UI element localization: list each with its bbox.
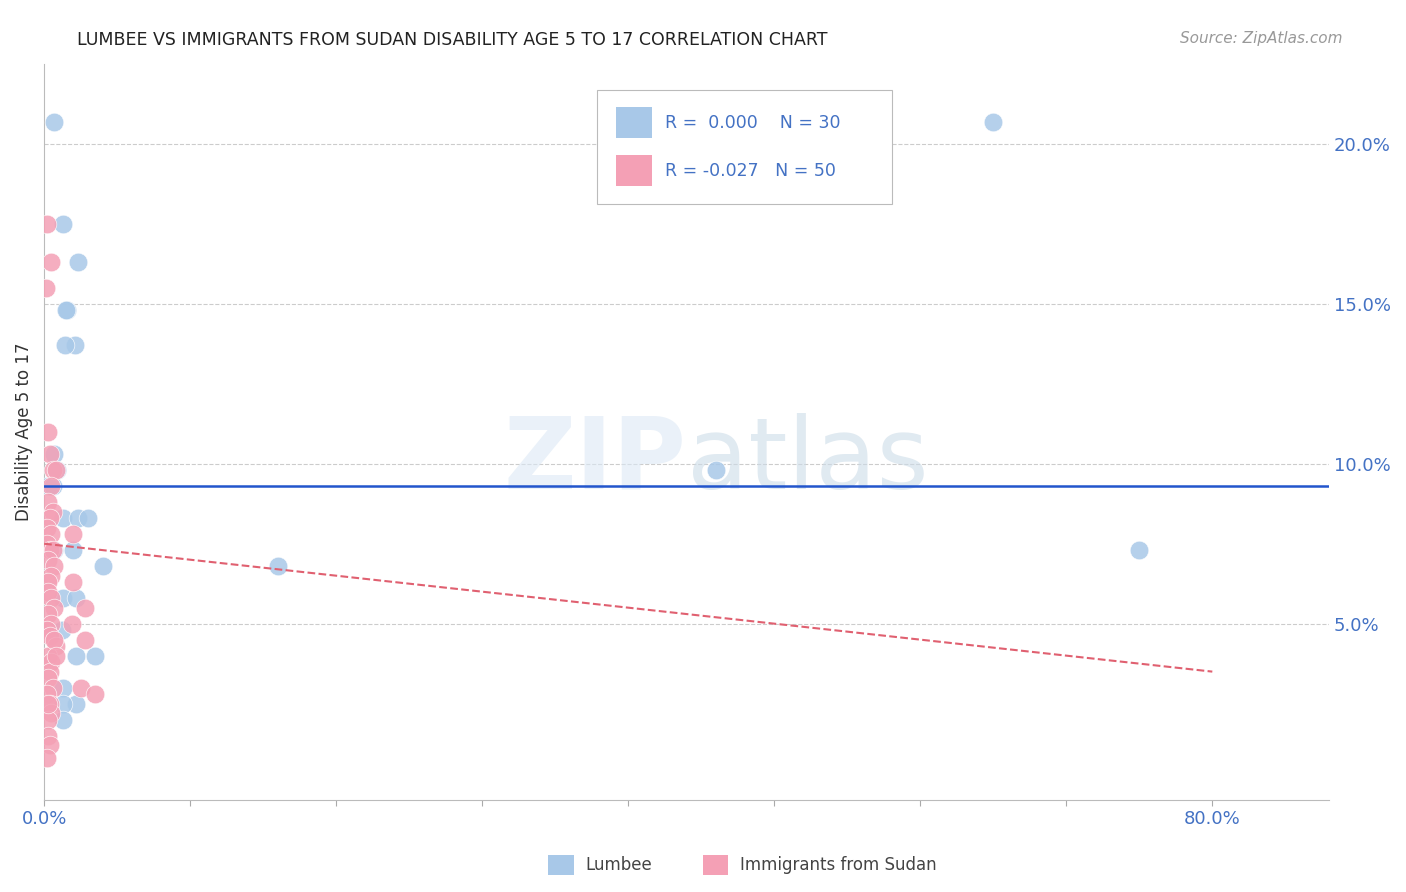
Point: [981, 114, 1004, 128]
Point: [65, 697, 87, 711]
Point: [37, 425, 59, 439]
Point: [46, 463, 69, 477]
Point: [37, 479, 59, 493]
Point: [37, 584, 59, 599]
Point: [37, 697, 59, 711]
Point: [44, 447, 66, 461]
Point: [37, 575, 59, 590]
Point: [41, 616, 63, 631]
Point: [62, 543, 84, 558]
Point: [52, 697, 75, 711]
Point: [66, 511, 89, 525]
Text: Immigrants from Sudan: Immigrants from Sudan: [740, 856, 936, 874]
Point: [84, 648, 107, 663]
Point: [37, 607, 59, 621]
Point: [37, 671, 59, 685]
Point: [84, 687, 107, 701]
Point: [35, 623, 58, 637]
Point: [73, 600, 96, 615]
Point: [56, 303, 79, 318]
Point: [44, 600, 66, 615]
Point: [91, 559, 114, 574]
Point: [704, 463, 727, 477]
Point: [44, 114, 66, 128]
Point: [39, 511, 62, 525]
FancyBboxPatch shape: [596, 90, 893, 203]
Point: [52, 217, 75, 231]
Point: [52, 681, 75, 695]
Point: [42, 463, 65, 477]
Point: [42, 479, 65, 493]
Point: [35, 521, 58, 535]
Point: [37, 729, 59, 743]
Point: [35, 687, 58, 701]
Point: [41, 255, 63, 269]
Point: [52, 511, 75, 525]
Point: [39, 665, 62, 679]
Point: [39, 738, 62, 752]
Point: [41, 568, 63, 582]
Point: [44, 632, 66, 647]
Text: LUMBEE VS IMMIGRANTS FROM SUDAN DISABILITY AGE 5 TO 17 CORRELATION CHART: LUMBEE VS IMMIGRANTS FROM SUDAN DISABILI…: [77, 31, 828, 49]
Bar: [616, 155, 652, 186]
Point: [65, 648, 87, 663]
Text: R = -0.027   N = 50: R = -0.027 N = 50: [665, 161, 835, 180]
Point: [37, 648, 59, 663]
Text: Source: ZipAtlas.com: Source: ZipAtlas.com: [1180, 31, 1343, 46]
Point: [35, 537, 58, 551]
Point: [39, 447, 62, 461]
Point: [45, 463, 67, 477]
Text: ZIP: ZIP: [503, 413, 686, 509]
Point: [37, 713, 59, 727]
Point: [45, 648, 67, 663]
Point: [62, 575, 84, 590]
Point: [45, 639, 67, 653]
Point: [53, 338, 76, 352]
Point: [73, 632, 96, 647]
Point: [34, 281, 56, 295]
Point: [60, 616, 83, 631]
Point: [1128, 543, 1150, 558]
Point: [55, 303, 77, 318]
Point: [41, 479, 63, 493]
Point: [39, 630, 62, 644]
Point: [42, 505, 65, 519]
Point: [41, 706, 63, 721]
Point: [37, 495, 59, 509]
Text: Lumbee: Lumbee: [585, 856, 651, 874]
Point: [267, 559, 290, 574]
Point: [63, 338, 86, 352]
Text: R =  0.000    N = 30: R = 0.000 N = 30: [665, 114, 841, 132]
Point: [35, 217, 58, 231]
Point: [69, 681, 91, 695]
Point: [65, 591, 87, 605]
Point: [39, 543, 62, 558]
Point: [44, 543, 66, 558]
Point: [66, 255, 89, 269]
Point: [51, 623, 73, 637]
Point: [41, 655, 63, 669]
Y-axis label: Disability Age 5 to 17: Disability Age 5 to 17: [15, 343, 32, 521]
Point: [41, 527, 63, 541]
Point: [35, 751, 58, 765]
Point: [77, 511, 100, 525]
Point: [37, 552, 59, 566]
Point: [52, 591, 75, 605]
Point: [44, 559, 66, 574]
Point: [52, 713, 75, 727]
Point: [39, 697, 62, 711]
Point: [41, 591, 63, 605]
Point: [62, 527, 84, 541]
Point: [42, 543, 65, 558]
Bar: [616, 107, 652, 138]
Text: atlas: atlas: [686, 413, 928, 509]
Point: [42, 681, 65, 695]
